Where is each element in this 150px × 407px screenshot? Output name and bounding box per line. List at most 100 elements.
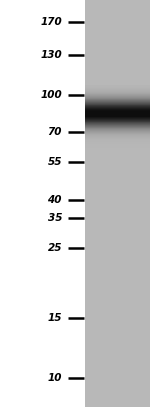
Bar: [85, 335, 150, 336]
Bar: [85, 134, 150, 135]
Bar: [85, 105, 150, 106]
Bar: [85, 133, 150, 134]
Bar: [85, 396, 150, 397]
Bar: [85, 358, 150, 359]
Bar: [85, 121, 150, 122]
Bar: [85, 393, 150, 394]
Bar: [85, 260, 150, 261]
Bar: [85, 263, 150, 264]
Bar: [85, 234, 150, 235]
Bar: [85, 68, 150, 69]
Bar: [85, 163, 150, 164]
Bar: [85, 62, 150, 63]
Bar: [85, 326, 150, 327]
Bar: [85, 172, 150, 173]
Bar: [85, 278, 150, 279]
Bar: [85, 330, 150, 331]
Bar: [85, 386, 150, 387]
Bar: [85, 98, 150, 99]
Bar: [85, 142, 150, 143]
Bar: [85, 58, 150, 59]
Bar: [85, 90, 150, 91]
Bar: [85, 135, 150, 136]
Bar: [85, 154, 150, 155]
Bar: [85, 183, 150, 184]
Bar: [85, 354, 150, 355]
Bar: [85, 251, 150, 252]
Bar: [85, 333, 150, 334]
Bar: [85, 201, 150, 202]
Bar: [85, 388, 150, 389]
Bar: [85, 60, 150, 61]
Bar: [85, 290, 150, 291]
Bar: [85, 392, 150, 393]
Bar: [85, 191, 150, 192]
Bar: [85, 186, 150, 187]
Bar: [85, 103, 150, 104]
Bar: [85, 269, 150, 270]
Bar: [85, 321, 150, 322]
Bar: [85, 215, 150, 216]
Bar: [85, 38, 150, 39]
Bar: [85, 222, 150, 223]
Bar: [85, 298, 150, 299]
Bar: [85, 196, 150, 197]
Text: 40: 40: [48, 195, 62, 205]
Bar: [85, 115, 150, 116]
Bar: [85, 241, 150, 242]
Bar: [85, 256, 150, 257]
Bar: [85, 33, 150, 34]
Bar: [85, 332, 150, 333]
Bar: [85, 247, 150, 248]
Bar: [85, 368, 150, 369]
Bar: [85, 390, 150, 391]
Text: 55: 55: [48, 157, 62, 167]
Bar: [85, 7, 150, 8]
Bar: [85, 53, 150, 54]
Bar: [85, 387, 150, 388]
Bar: [85, 204, 150, 205]
Bar: [85, 343, 150, 344]
Bar: [85, 322, 150, 323]
Bar: [85, 175, 150, 176]
Bar: [85, 94, 150, 95]
Bar: [85, 97, 150, 98]
Bar: [85, 151, 150, 152]
Bar: [85, 165, 150, 166]
Bar: [85, 188, 150, 189]
Bar: [85, 327, 150, 328]
Bar: [85, 65, 150, 66]
Bar: [85, 272, 150, 273]
Bar: [85, 167, 150, 168]
Bar: [85, 40, 150, 41]
Bar: [85, 331, 150, 332]
Bar: [85, 178, 150, 179]
Bar: [85, 218, 150, 219]
Bar: [85, 61, 150, 62]
Bar: [85, 92, 150, 93]
Bar: [85, 162, 150, 163]
Bar: [85, 258, 150, 259]
Bar: [85, 116, 150, 117]
Bar: [85, 10, 150, 11]
Bar: [85, 0, 150, 1]
Bar: [85, 14, 150, 15]
Bar: [85, 170, 150, 171]
Bar: [85, 173, 150, 174]
Bar: [85, 76, 150, 77]
Bar: [85, 276, 150, 277]
Bar: [85, 84, 150, 85]
Bar: [85, 206, 150, 207]
Bar: [85, 311, 150, 312]
Bar: [85, 345, 150, 346]
Bar: [85, 123, 150, 124]
Bar: [85, 359, 150, 360]
Bar: [85, 341, 150, 342]
Bar: [85, 57, 150, 58]
Bar: [85, 255, 150, 256]
Bar: [85, 54, 150, 55]
Bar: [85, 383, 150, 384]
Bar: [85, 248, 150, 249]
Bar: [85, 198, 150, 199]
Bar: [85, 149, 150, 150]
